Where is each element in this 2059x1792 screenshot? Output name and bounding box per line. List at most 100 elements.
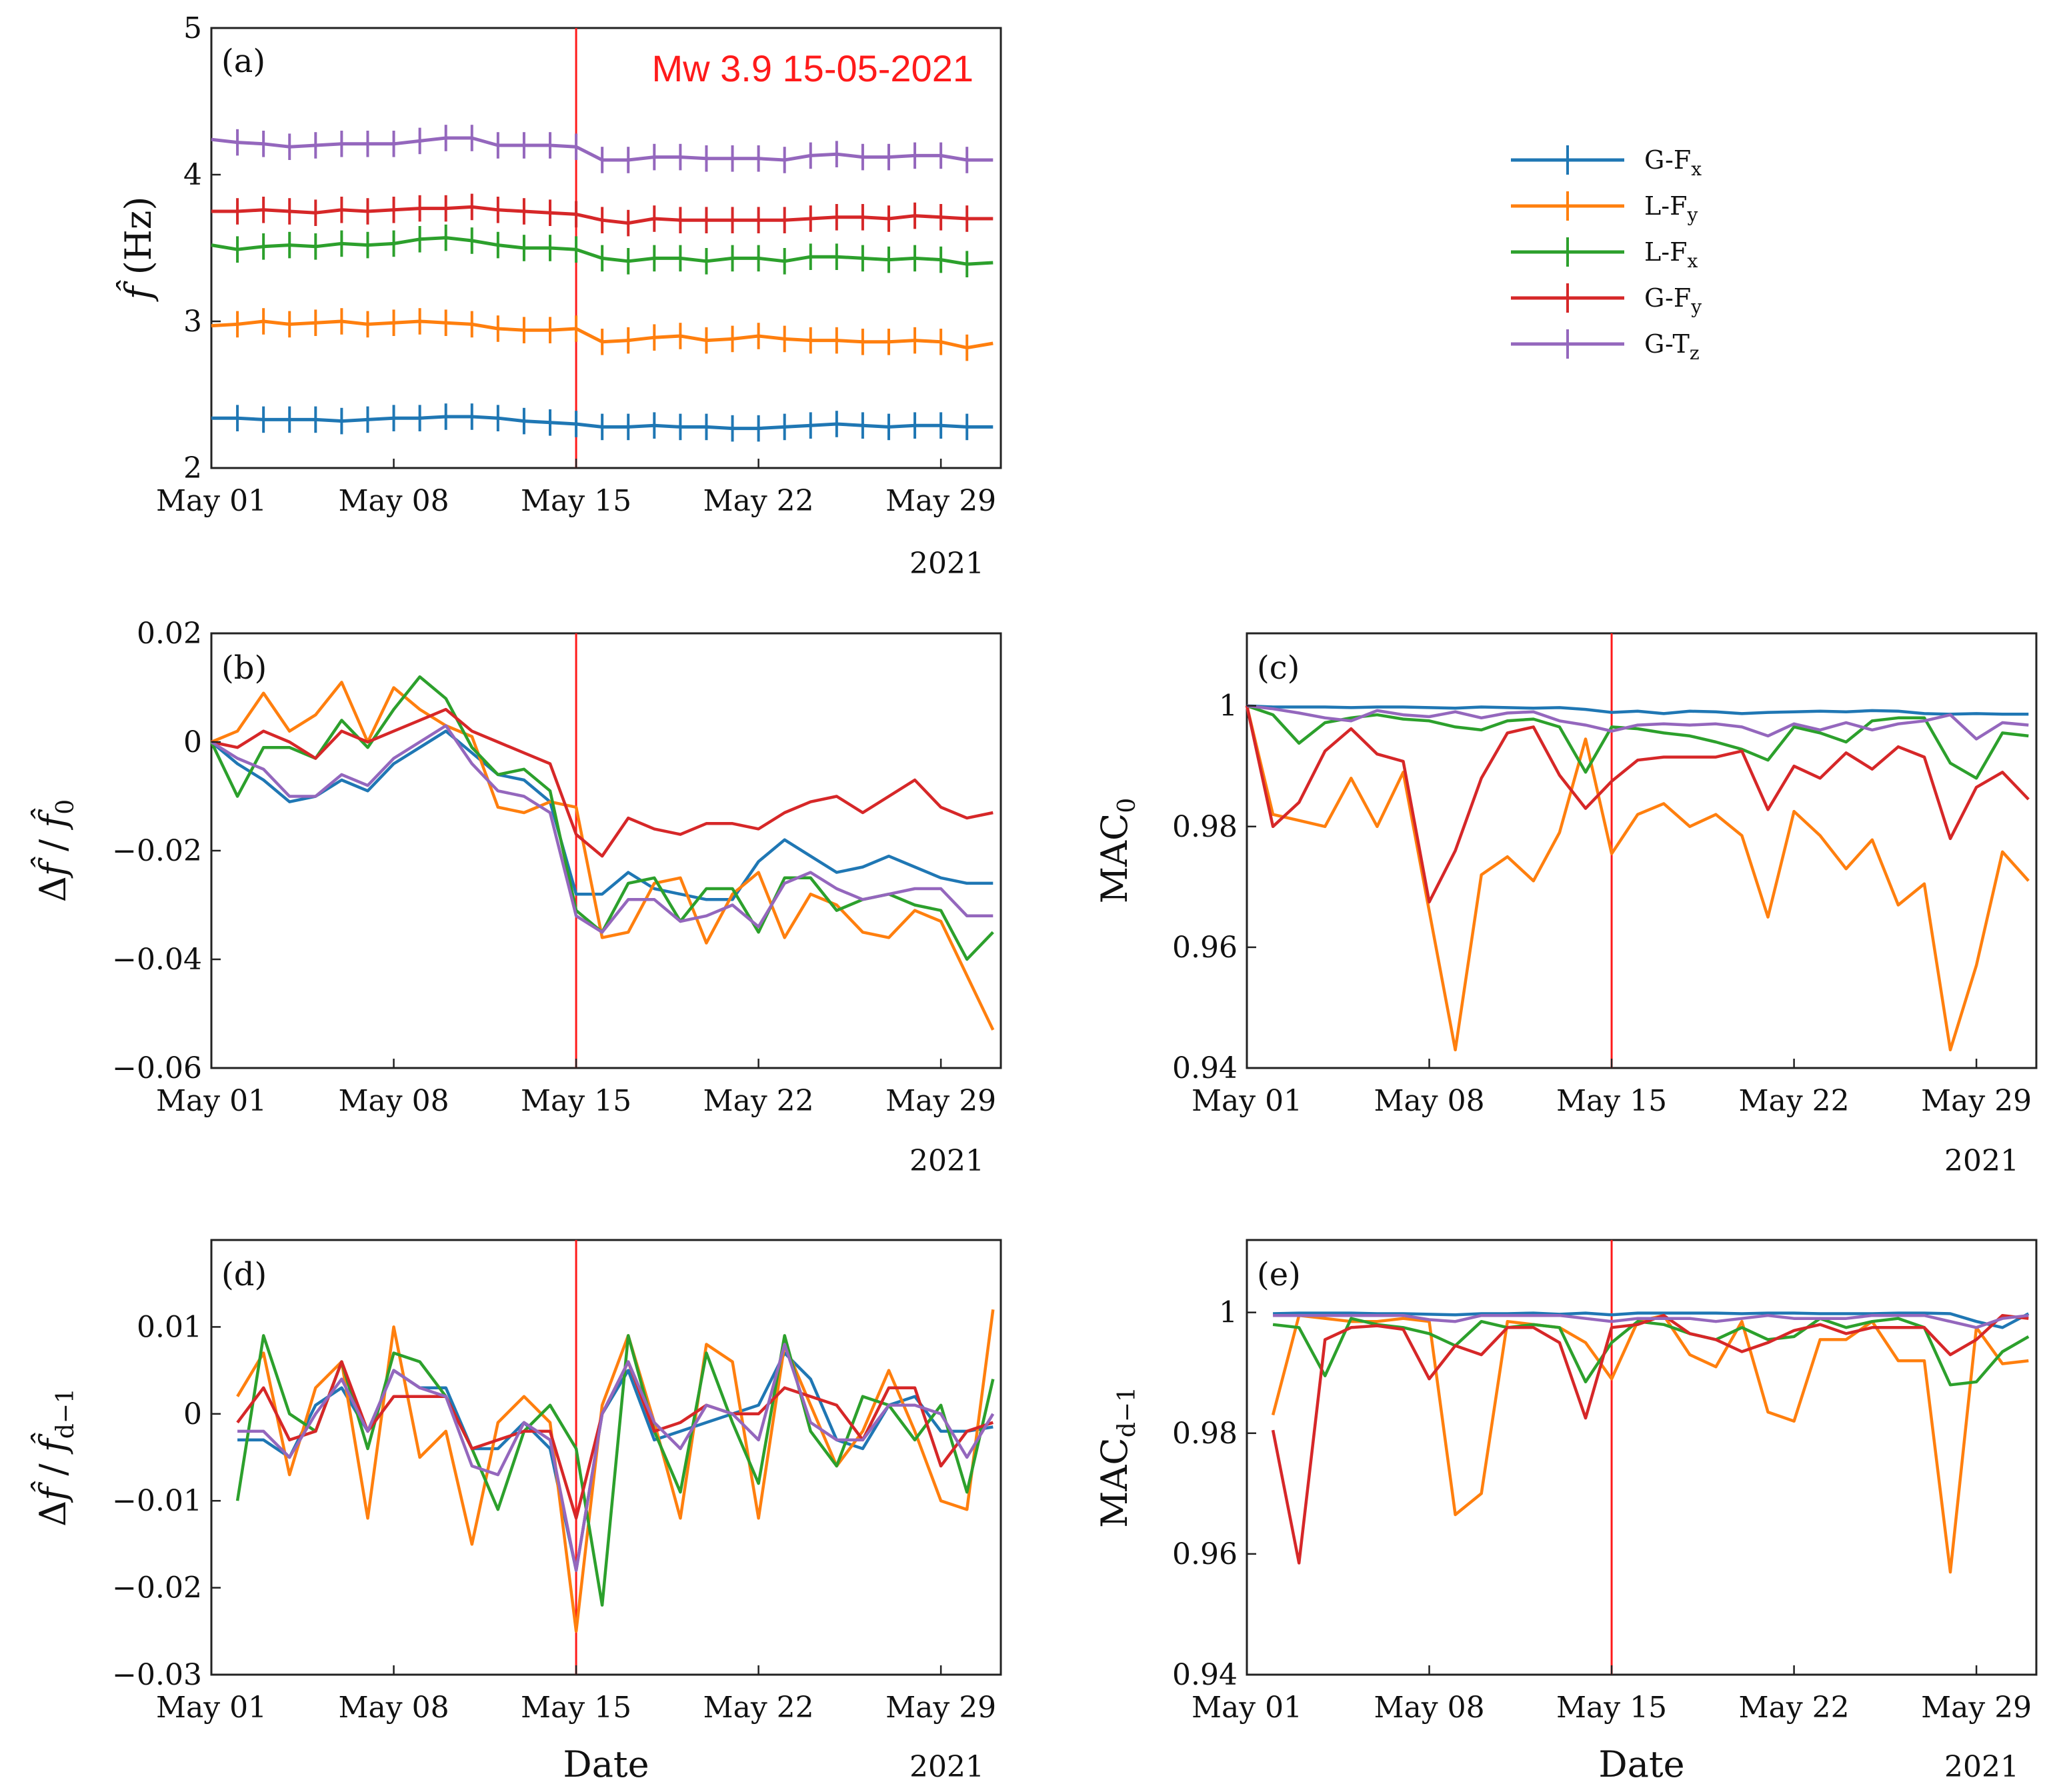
svg-text:Δf̂ / f̂0: Δf̂ / f̂0 [30,799,79,902]
series-line-L-Fx [235,1334,995,1607]
y-tick-label: 0.98 [1172,810,1238,844]
x-tick-label: May 29 [1921,1691,2032,1725]
x-tick-label: May 15 [1556,1084,1667,1118]
panel-d-plot [235,1240,995,1675]
svg-text:Δf̂ / f̂d−1: Δf̂ / f̂d−1 [30,1388,79,1527]
panel-b-label: (b) [221,649,267,687]
panel-d-xlabel: Date [563,1743,649,1785]
series-line-G-Tz [237,1343,995,1572]
y-tick-label: 0.98 [1172,1417,1238,1451]
x-tick-label: May 29 [1921,1084,2032,1118]
series-line-L-Fy [211,681,995,1031]
y-tick-label: 0 [183,725,202,759]
series-line-L-Fy [1245,705,2030,1052]
x-tick-label: May 01 [1192,1691,1302,1725]
x-tick-label: May 01 [156,1084,267,1118]
panel-d-x-ticks: May 01 May 08 May 15 May 22 May 29 [156,1665,996,1725]
svg-text:MACd−1: MACd−1 [1094,1387,1141,1528]
y-tick-label: 0.96 [1172,1537,1238,1571]
y-tick-label: −0.01 [112,1484,202,1518]
legend-label-G-Fy: G-Fy [1644,283,1702,318]
panel-a-frame [210,27,1002,469]
panel-c-plot [1245,633,2030,1068]
series-line-G-Tz [1273,1313,2029,1329]
x-tick-label: May 15 [521,1084,631,1118]
panel-b-y-ticks: 0.02 0 −0.02 −0.04 −0.06 [112,617,221,1085]
panel-e-label: (e) [1257,1256,1301,1293]
panel-c-year: 2021 [1944,1144,2019,1178]
series-line-G-Tz [1246,704,2029,741]
series-line-G-Fy [1245,705,2030,904]
series-line-L-Fx [1246,704,2029,780]
x-tick-label: May 22 [703,1691,814,1725]
y-tick-label: 0 [183,1397,202,1431]
series-line-G-Fy [211,707,993,858]
x-tick-label: May 15 [521,484,631,518]
panel-d-year: 2021 [909,1750,984,1784]
series-line-L-Fy [1271,1313,2029,1574]
y-tick-label: 0.01 [137,1310,202,1344]
y-tick-label: 0.02 [137,617,202,651]
y-tick-label: 5 [183,11,202,45]
x-tick-label: May 08 [338,1691,449,1725]
panel-a-y-ticks: 2 3 4 5 [183,11,221,485]
x-tick-label: May 08 [1374,1084,1484,1118]
legend-label-L-Fy: L-Fy [1644,191,1698,226]
series-line-L-Fx [1272,1317,2030,1387]
y-tick-label: 0.96 [1172,931,1238,965]
y-tick-label: 0.94 [1172,1658,1238,1692]
y-tick-label: −0.06 [112,1051,202,1085]
panel-d: (d) 0.010−0.01−0.02−0.03 May 01 May 08 May… [30,1239,1002,1785]
panel-a-x-ticks: May 01 May 08 May 15 May 22 May 29 [156,459,996,518]
panel-c-label: (c) [1257,649,1300,687]
panel-a-year: 2021 [909,547,984,581]
series-line-G-Fy [1271,1313,2029,1565]
series-line-L-Fy [236,1309,995,1633]
x-tick-label: May 22 [703,484,814,518]
y-tick-label: −0.02 [112,834,202,868]
x-tick-label: May 08 [338,484,449,518]
panel-e-xlabel: Date [1598,1743,1684,1785]
svg-text:f̂ (Hz): f̂ (Hz) [115,197,159,303]
panel-e: (e) 10.980.960.94 May 01 May 08 May 15 May … [1094,1239,2038,1785]
series-line-L-Fx [209,675,994,961]
x-tick-label: May 22 [1739,1691,1850,1725]
x-tick-label: May 29 [885,1084,996,1118]
panel-c: (c) 10.980.960.94 May 01 May 08 May 15 May … [1094,632,2038,1178]
x-tick-label: May 15 [521,1691,631,1725]
legend-label-G-Tz: G-Tz [1644,329,1700,364]
series-line-G-Fx [210,729,993,901]
panel-e-y-ticks: 1 0.98 0.96 0.94 [1172,1296,1256,1692]
panel-a-ylabel: f̂ (Hz) [115,197,159,303]
svg-text:MAC0: MAC0 [1094,798,1141,904]
legend-label-G-Fx: G-Fx [1644,145,1702,180]
panel-d-ylabel: Δf̂ / f̂d−1 [30,1388,79,1527]
y-tick-label: 2 [183,451,202,485]
x-tick-label: May 01 [156,484,267,518]
panel-e-year: 2021 [1944,1750,2019,1784]
panel-b: (b) 0.020−0.02−0.04−0.06 May 01 May 08 May… [30,617,1002,1178]
x-tick-label: May 29 [885,484,996,518]
panel-d-frame [210,1239,1002,1676]
legend-label-L-Fx: L-Fx [1644,237,1698,272]
panel-b-ylabel: Δf̂ / f̂0 [30,799,79,902]
panel-b-year: 2021 [909,1144,984,1178]
series-line-G-Tz [210,724,993,934]
y-tick-label: 0.94 [1172,1051,1238,1085]
panel-c-x-ticks: May 01 May 08 May 15 May 22 May 29 [1192,1059,2032,1118]
legend: G-Fx L-Fy L-Fx G-Fy G-Tz [1511,145,1702,364]
panel-c-y-ticks: 1 0.98 0.96 0.94 [1172,689,1256,1085]
panel-d-y-ticks: 0.01 0 −0.01 −0.02 −0.03 [112,1310,221,1692]
panel-e-x-ticks: May 01 May 08 May 15 May 22 May 29 [1192,1665,2032,1725]
x-tick-label: May 22 [703,1084,814,1118]
x-tick-label: May 01 [156,1691,267,1725]
panel-a-label: (a) [221,43,265,80]
panel-c-frame [1246,632,2038,1069]
y-tick-label: 1 [1219,1296,1238,1330]
y-tick-label: 4 [183,158,202,192]
y-tick-label: 1 [1219,689,1238,723]
panel-a-plot [211,28,993,468]
x-tick-label: May 15 [1556,1691,1667,1725]
